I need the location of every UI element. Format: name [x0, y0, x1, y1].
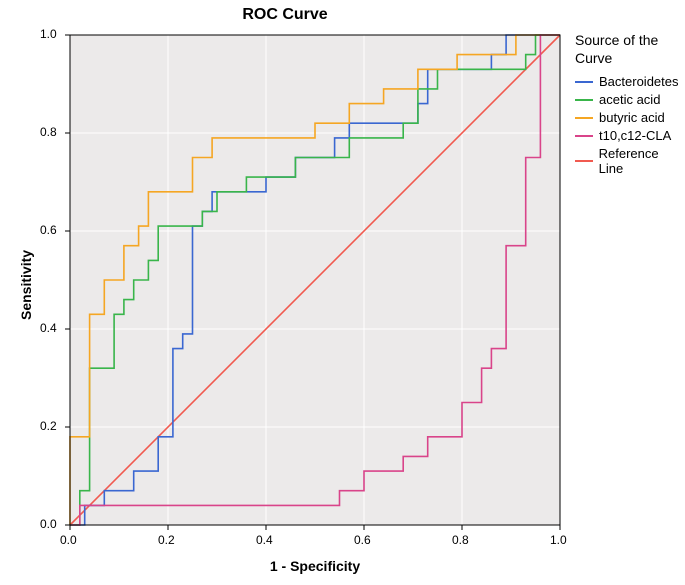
x-tick-label: 1.0 — [550, 533, 567, 547]
x-tick-label: 0.8 — [452, 533, 469, 547]
legend-title: Source of the Curve — [575, 32, 685, 67]
legend-item: butyric acid — [575, 110, 665, 125]
roc-chart-container: { "chart": { "type": "roc", "title": "RO… — [0, 0, 685, 585]
legend-swatch — [575, 135, 593, 137]
legend-item: Bacteroidetes — [575, 74, 679, 89]
legend-swatch — [575, 81, 593, 83]
legend-swatch — [575, 160, 593, 162]
x-tick-label: 0.0 — [60, 533, 77, 547]
legend-swatch — [575, 117, 593, 119]
y-tick-label: 0.4 — [40, 321, 57, 335]
legend-swatch — [575, 99, 593, 101]
legend-item: acetic acid — [575, 92, 660, 107]
legend-label: Bacteroidetes — [599, 74, 679, 89]
y-tick-label: 0.6 — [40, 223, 57, 237]
y-tick-label: 0.2 — [40, 419, 57, 433]
legend-label: Reference Line — [599, 146, 685, 176]
y-tick-label: 0.8 — [40, 125, 57, 139]
x-tick-label: 0.2 — [158, 533, 175, 547]
legend-title-line: Curve — [575, 50, 612, 66]
y-tick-label: 1.0 — [40, 27, 57, 41]
legend-label: butyric acid — [599, 110, 665, 125]
y-tick-label: 0.0 — [40, 517, 57, 531]
legend-label: t10,c12-CLA — [599, 128, 671, 143]
legend-item: Reference Line — [575, 146, 685, 176]
legend-title-line: Source of the — [575, 32, 658, 48]
legend-item: t10,c12-CLA — [575, 128, 671, 143]
x-tick-label: 0.6 — [354, 533, 371, 547]
x-tick-label: 0.4 — [256, 533, 273, 547]
legend-label: acetic acid — [599, 92, 660, 107]
